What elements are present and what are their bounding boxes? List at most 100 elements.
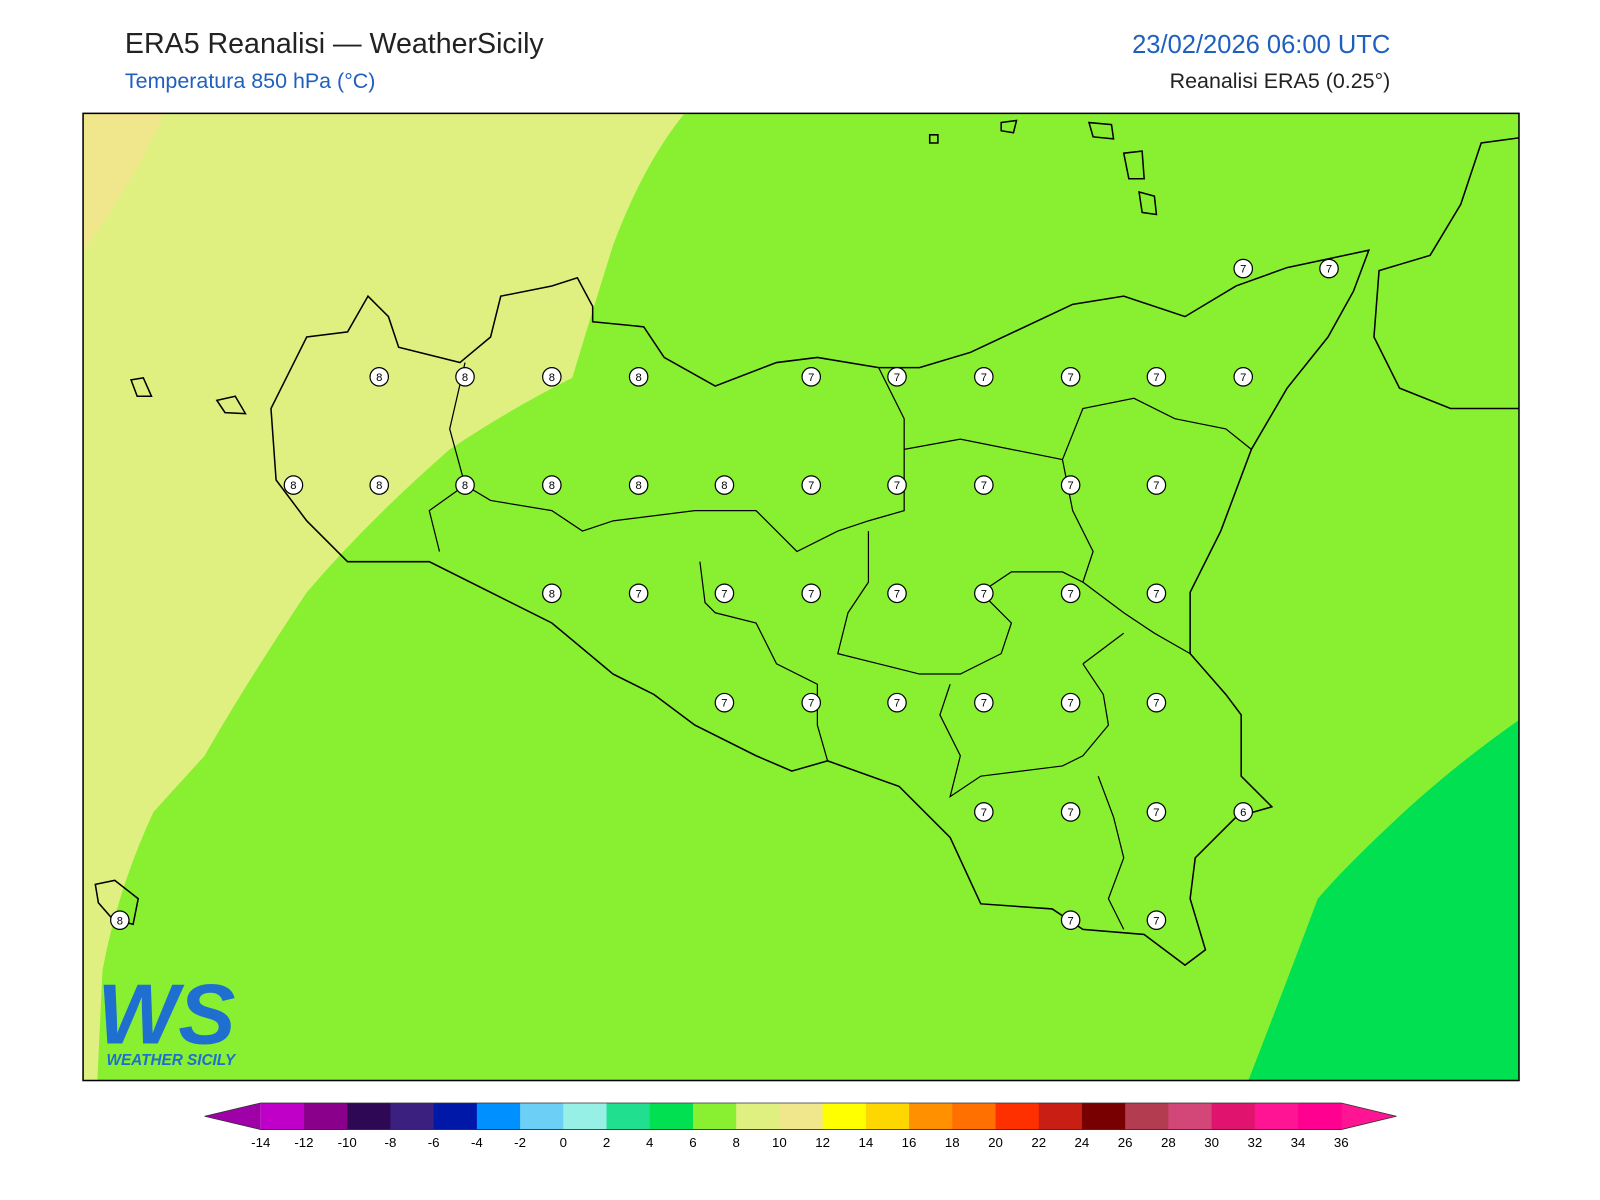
- station-value: 7: [981, 698, 987, 710]
- station-marker: [887, 475, 907, 495]
- colorbar-tick-label: 4: [646, 1135, 653, 1150]
- coastline: [270, 249, 1371, 967]
- station-value: 7: [808, 588, 814, 600]
- colorbar-tick-label: 34: [1291, 1135, 1306, 1150]
- colorbar-tick-label: -6: [428, 1135, 440, 1150]
- station-marker: [1146, 802, 1167, 822]
- station-marker: [542, 583, 562, 604]
- station-marker: [1060, 475, 1081, 495]
- station-value: 7: [808, 480, 814, 492]
- map-frame: [82, 112, 1520, 1082]
- subtitle: Temperatura 850 hPa (°C): [125, 69, 375, 93]
- station-value: 8: [290, 480, 296, 492]
- station-marker: [1060, 583, 1081, 604]
- station-value: 7: [1068, 588, 1074, 600]
- colorbar-cell: [649, 1102, 694, 1130]
- logo: WS WEATHER SICILY: [97, 967, 237, 1069]
- station-value: 7: [808, 372, 814, 384]
- station-value: 7: [1153, 698, 1159, 710]
- station-marker: [1146, 475, 1167, 495]
- station-marker: [974, 692, 994, 713]
- station-marker: [974, 475, 994, 495]
- station-value: 8: [549, 372, 555, 384]
- coastline: [1373, 137, 1519, 410]
- colorbar-cell: [563, 1102, 608, 1130]
- station-marker: [801, 583, 822, 604]
- station-marker: [1233, 802, 1254, 822]
- station-value: 7: [721, 588, 727, 600]
- station-marker: [369, 367, 390, 387]
- station-marker: [974, 802, 994, 822]
- station-value: 7: [1326, 264, 1332, 276]
- station-marker: [110, 910, 130, 930]
- station-value: 8: [721, 480, 727, 492]
- station-marker: [1060, 692, 1081, 713]
- colorbar-tick-label: -12: [294, 1135, 313, 1150]
- station-value: 8: [117, 915, 123, 927]
- station-marker: [283, 475, 304, 495]
- colorbar-tick-label: 20: [988, 1135, 1003, 1150]
- colorbar-under: [204, 1102, 261, 1130]
- station-value: 7: [981, 372, 987, 384]
- temp-field: [83, 113, 685, 1081]
- colorbar-tick-label: 32: [1247, 1135, 1262, 1150]
- logo-name: WEATHER SICILY: [107, 1052, 237, 1069]
- colorbar-cell: [347, 1102, 391, 1130]
- station-marker: [887, 583, 907, 604]
- colorbar-tick-label: -8: [385, 1135, 397, 1150]
- colorbar-cell: [1298, 1102, 1342, 1130]
- station-value: 7: [1068, 480, 1074, 492]
- station-value: 8: [636, 372, 642, 384]
- station-layer: 7 7 8 8 8 8 7 7 7 7 7 7 8 8 8 8 8 8 7 7 7 7 7 8 7 7 7 7 7 7 7 7 7 7 7 7 7 7 7 7…: [110, 258, 1339, 930]
- station-marker: [714, 583, 735, 604]
- colorbar-cell: [303, 1102, 348, 1130]
- colorbar-cell: [1211, 1102, 1256, 1130]
- station-value: 7: [894, 372, 900, 384]
- station-marker: [1060, 367, 1081, 387]
- colorbar: -14 -12 -10 -8 -6 -4 -2 0 2 4 6 8 10 12 14 16 18 20 22 24 26…: [204, 1102, 1397, 1150]
- station-marker: [455, 367, 475, 387]
- colorbar-tick-label: -14: [251, 1135, 270, 1150]
- colorbar-cell: [736, 1102, 780, 1130]
- station-value: 7: [894, 698, 900, 710]
- colorbar-cell: [260, 1102, 305, 1130]
- colorbar-cell: [779, 1102, 824, 1130]
- colorbar-tick-label: 28: [1161, 1135, 1176, 1150]
- colorbar-tick-label: 6: [689, 1135, 696, 1150]
- station-value: 7: [981, 588, 987, 600]
- colorbar-tick-label: 22: [1031, 1135, 1046, 1150]
- station-value: 7: [636, 588, 642, 600]
- colorbar-tick-label: 16: [902, 1135, 917, 1150]
- colorbar-tick-label: -2: [514, 1135, 526, 1150]
- station-marker: [1233, 367, 1254, 387]
- colorbar-cell: [909, 1102, 953, 1130]
- colorbar-over: [1341, 1102, 1397, 1130]
- station-marker: [1233, 258, 1254, 279]
- station-marker: [714, 692, 735, 713]
- station-marker: [1146, 583, 1167, 604]
- colorbar-tick-label: 8: [732, 1135, 739, 1150]
- station-value: 7: [1240, 264, 1246, 276]
- station-marker: [1146, 910, 1167, 930]
- colorbar-cell: [1038, 1102, 1083, 1130]
- colorbar-tick-label: 18: [945, 1135, 960, 1150]
- colorbar-tick-label: 10: [772, 1135, 787, 1150]
- station-marker: [801, 692, 822, 713]
- title: ERA5 Reanalisi — WeatherSicily: [125, 28, 544, 60]
- temp-field: [83, 113, 164, 251]
- colorbar-tick-label: 12: [815, 1135, 830, 1150]
- station-marker: [455, 475, 475, 495]
- datetime: 23/02/2026 06:00 UTC: [1132, 31, 1390, 59]
- station-value: 7: [1240, 372, 1246, 384]
- station-marker: [542, 367, 562, 387]
- station-marker: [628, 475, 649, 495]
- station-value: 8: [376, 480, 382, 492]
- colorbar-cell: [433, 1102, 478, 1130]
- station-marker: [887, 692, 907, 713]
- colorbar-tick-label: 36: [1334, 1135, 1349, 1150]
- colorbar-cell: [476, 1102, 521, 1130]
- station-marker: [714, 475, 735, 495]
- station-value: 8: [462, 372, 468, 384]
- station-value: 7: [1153, 480, 1159, 492]
